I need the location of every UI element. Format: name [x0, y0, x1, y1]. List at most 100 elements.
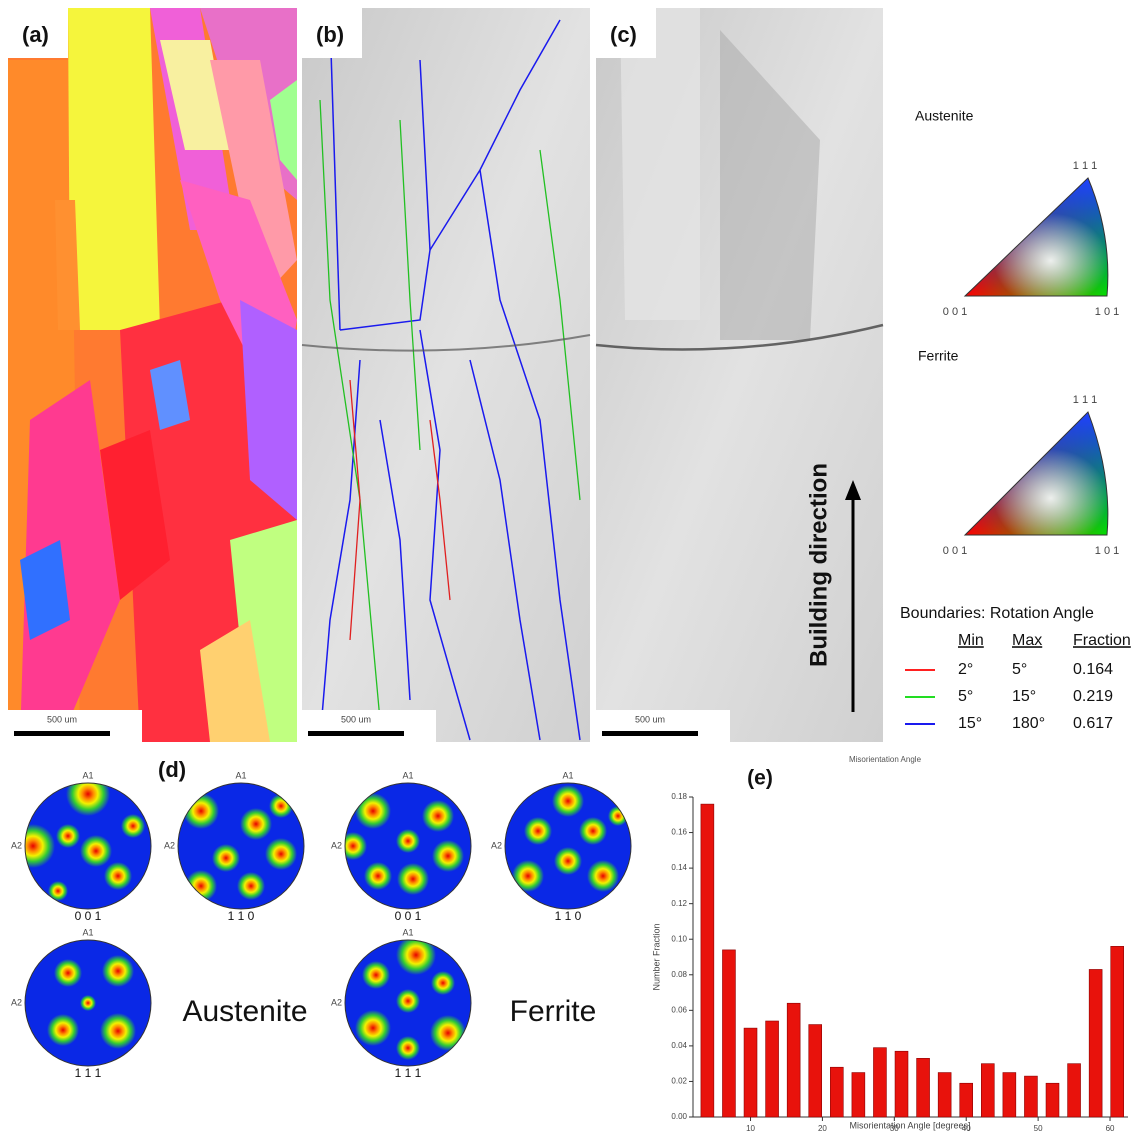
legend-cell: 5°: [1012, 661, 1027, 678]
bar: [809, 1025, 822, 1117]
intensity-blob: [396, 1036, 420, 1060]
intensity-blob: [512, 860, 544, 892]
bar: [1003, 1073, 1016, 1117]
pole-plane-label: 1 1 1: [395, 1066, 422, 1080]
y-tick-label: 0.18: [671, 792, 687, 801]
intensity-blob: [430, 1015, 466, 1051]
pole-axis-label: A2: [164, 840, 175, 850]
intensity-blob: [362, 961, 390, 989]
ipf-title: Austenite: [915, 108, 974, 124]
intensity-blob: [355, 793, 391, 829]
intensity-blob: [422, 800, 454, 832]
legend-cell: 0.219: [1073, 688, 1113, 705]
legend-cell: 180°: [1012, 715, 1045, 732]
bar: [938, 1073, 951, 1117]
intensity-blob: [80, 995, 96, 1011]
bar: [1068, 1064, 1081, 1117]
intensity-blob: [397, 863, 429, 895]
bar: [722, 950, 735, 1117]
intensity-blob: [587, 860, 619, 892]
pole-figure: [505, 783, 631, 909]
x-tick-label: 30: [890, 1124, 899, 1133]
chart-title: Misorientation Angle: [849, 755, 922, 764]
intensity-blob: [185, 870, 217, 902]
intensity-blob: [364, 862, 392, 890]
phase-label: Ferrite: [510, 995, 597, 1028]
ipf-triangle: [965, 412, 1108, 535]
pole-plane-label: 0 0 1: [75, 909, 102, 923]
intensity-blob: [56, 824, 80, 848]
pole-axis-label: A1: [562, 770, 573, 780]
phase-label: Austenite: [182, 995, 307, 1028]
intensity-blob: [432, 840, 464, 872]
intensity-blob: [47, 1014, 79, 1046]
pole-axis-label: A2: [11, 840, 22, 850]
pole-figure: [345, 935, 471, 1066]
pole-figure: [25, 940, 151, 1066]
x-axis-label: Misorientation Angle [degrees]: [849, 1120, 970, 1130]
x-tick-label: 10: [746, 1124, 755, 1133]
pole-figures: A1A20 0 1A1A21 1 0A1A20 0 1A1A21 1 0A1A2…: [11, 770, 631, 1080]
bar: [895, 1051, 908, 1117]
ipf-corner: 1 0 1: [1095, 545, 1119, 557]
pole-axis-label: A2: [331, 997, 342, 1007]
panel-label: (b): [316, 22, 344, 47]
y-axis-label: Number Fraction: [651, 923, 661, 990]
intensity-blob: [237, 872, 265, 900]
bar: [1046, 1083, 1059, 1117]
scale-bar-label: 500 um: [635, 714, 665, 724]
bar: [701, 804, 714, 1117]
y-tick-label: 0.12: [671, 899, 687, 908]
bar: [1111, 946, 1124, 1117]
ipf-title: Ferrite: [918, 348, 959, 364]
legend-header: Min: [958, 632, 984, 649]
pole-plane-label: 0 0 1: [395, 909, 422, 923]
legend-header: Max: [1012, 632, 1042, 649]
legend-cell: 2°: [958, 661, 973, 678]
pole-figure: [11, 772, 151, 909]
legend-header: Fraction: [1073, 632, 1131, 649]
pole-axis-label: A1: [402, 927, 413, 937]
bar: [917, 1058, 930, 1117]
building-direction: Building direction: [805, 463, 832, 667]
intensity-blob: [80, 835, 112, 867]
panel-label: (c): [610, 22, 637, 47]
pole-plane-label: 1 1 0: [555, 909, 582, 923]
y-tick-label: 0.06: [671, 1005, 687, 1014]
pole-axis-label: A2: [11, 997, 22, 1007]
intensity-blob: [396, 989, 420, 1013]
y-tick-label: 0.10: [671, 934, 687, 943]
x-tick-label: 50: [1034, 1124, 1043, 1133]
panel-label: (a): [22, 22, 49, 47]
bar: [873, 1048, 886, 1117]
intensity-blob: [431, 971, 455, 995]
y-tick-label: 0.02: [671, 1077, 687, 1086]
legend-title: Boundaries: Rotation Angle: [900, 605, 1094, 622]
ipf-triangle: [965, 178, 1108, 296]
pole-axis-label: A1: [82, 927, 93, 937]
pole-figure: [178, 783, 304, 909]
y-tick-label: 0.04: [671, 1041, 687, 1050]
legend-cell: 0.617: [1073, 715, 1113, 732]
bar: [1089, 969, 1102, 1117]
figure: (a) (b) (c) 500 um 500 um 500 um Buildin…: [0, 0, 1147, 1133]
intensity-blob: [54, 959, 82, 987]
boundary-map: [302, 8, 590, 742]
intensity-blob: [212, 844, 240, 872]
bar: [787, 1003, 800, 1117]
intensity-blob: [579, 817, 607, 845]
intensity-blob: [355, 1010, 391, 1046]
panel-label: (e): [747, 767, 773, 790]
pole-axis-label: A2: [491, 840, 502, 850]
y-tick-label: 0.08: [671, 970, 687, 979]
legend-cell: 0.164: [1073, 661, 1113, 678]
scale-bar-label: 500 um: [47, 714, 77, 724]
pole-axis-label: A2: [331, 840, 342, 850]
bar-chart: (e) Misorientation Angle Misorientation …: [651, 755, 1128, 1133]
panel-label: (d): [158, 757, 186, 782]
ipf-corner: 1 0 1: [1095, 306, 1119, 318]
legend-cell: 15°: [1012, 688, 1036, 705]
pole-axis-label: A1: [82, 770, 93, 780]
ipf-map: [8, 8, 297, 742]
